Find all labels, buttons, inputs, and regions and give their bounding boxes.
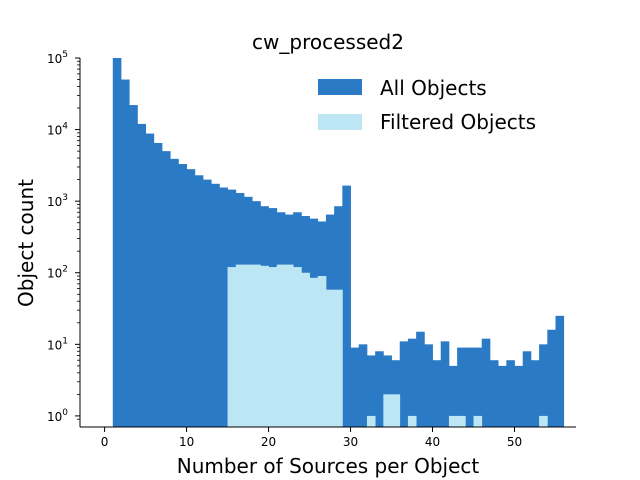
legend-label-all-objects: All Objects — [380, 76, 487, 100]
bar-all-43 — [457, 347, 466, 427]
bar-all-8 — [170, 158, 179, 427]
bar-filtered-15 — [227, 267, 237, 427]
bar-filtered-25 — [309, 277, 319, 427]
bar-all-36 — [399, 341, 409, 427]
bar-all-48 — [498, 365, 507, 427]
bar-all-50 — [514, 365, 524, 427]
bar-all-41 — [440, 341, 450, 427]
bar-all-39 — [424, 344, 433, 427]
bar-filtered-34 — [383, 394, 392, 427]
y-tick-label-5: 105 — [47, 50, 68, 66]
bar-all-44 — [465, 347, 474, 427]
bar-filtered-27 — [325, 289, 335, 427]
x-tick-label-10: 10 — [179, 435, 194, 449]
bar-all-13 — [211, 183, 220, 427]
bar-all-33 — [375, 351, 384, 427]
bar-filtered-43 — [457, 415, 466, 427]
bar-filtered-24 — [301, 272, 310, 427]
bar-all-11 — [194, 175, 204, 427]
bar-filtered-35 — [391, 394, 401, 427]
bar-all-14 — [219, 187, 228, 427]
bar-all-45 — [473, 347, 483, 427]
bar-all-4 — [137, 123, 146, 427]
x-axis-label: Number of Sources per Object — [177, 454, 480, 478]
bar-all-53 — [539, 344, 548, 427]
bar-all-1 — [112, 58, 122, 427]
bar-filtered-22 — [284, 264, 294, 427]
y-axis-label: Object count — [14, 179, 38, 307]
x-tick-label-50: 50 — [507, 435, 522, 449]
y-ticks: 100 101 102 103 104 105 — [47, 50, 80, 424]
bar-all-35 — [391, 360, 401, 427]
bar-all-49 — [506, 360, 515, 427]
bar-all-51 — [522, 351, 532, 427]
bar-filtered-21 — [276, 264, 286, 427]
chart-title: cw_processed2 — [252, 30, 404, 54]
bar-all-54 — [547, 329, 556, 427]
bar-filtered-32 — [366, 415, 376, 427]
filtered-objects-bars — [227, 264, 548, 427]
bar-filtered-26 — [317, 276, 327, 427]
bar-filtered-42 — [448, 415, 458, 427]
legend: All Objects Filtered Objects — [318, 76, 536, 134]
bar-all-7 — [161, 151, 171, 427]
y-tick-label-2: 102 — [47, 265, 68, 281]
bar-all-3 — [129, 105, 138, 427]
bar-all-12 — [202, 179, 212, 427]
x-tick-label-40: 40 — [425, 435, 440, 449]
bar-filtered-18 — [252, 264, 261, 427]
bar-all-42 — [448, 365, 458, 427]
legend-swatch-filtered-objects — [318, 114, 362, 130]
bar-all-31 — [358, 344, 368, 427]
bar-all-37 — [407, 338, 417, 427]
bar-all-5 — [145, 133, 155, 427]
bar-filtered-20 — [268, 267, 278, 427]
bar-all-47 — [489, 360, 499, 427]
bar-all-2 — [120, 79, 130, 428]
bar-all-6 — [153, 142, 163, 427]
y-tick-label-4: 104 — [47, 122, 68, 138]
y-tick-label-3: 103 — [47, 193, 68, 209]
bar-all-30 — [350, 347, 360, 427]
bar-all-55 — [555, 315, 565, 427]
bar-all-29 — [342, 185, 351, 427]
bar-all-32 — [366, 355, 376, 427]
bar-all-9 — [178, 164, 187, 428]
bar-filtered-23 — [293, 267, 302, 427]
bar-filtered-53 — [539, 415, 548, 427]
bar-filtered-16 — [235, 264, 245, 427]
y-tick-label-0: 100 — [47, 408, 68, 424]
legend-label-filtered-objects: Filtered Objects — [380, 110, 536, 134]
legend-swatch-all-objects — [318, 79, 362, 95]
bar-filtered-37 — [407, 415, 417, 427]
bar-all-46 — [481, 338, 491, 427]
bar-all-40 — [432, 360, 442, 427]
x-tick-label-20: 20 — [261, 435, 276, 449]
x-tick-label-0: 0 — [101, 435, 109, 449]
y-tick-label-1: 101 — [47, 336, 68, 352]
x-ticks: 0 10 20 30 40 50 — [101, 427, 522, 449]
bar-filtered-28 — [334, 289, 343, 427]
bar-filtered-45 — [473, 415, 483, 427]
bar-filtered-19 — [260, 265, 269, 427]
x-tick-label-30: 30 — [343, 435, 358, 449]
bar-filtered-17 — [243, 264, 253, 427]
bar-all-10 — [186, 169, 196, 427]
bar-all-52 — [530, 360, 540, 427]
bar-all-38 — [416, 331, 425, 427]
bar-all-34 — [383, 355, 392, 427]
